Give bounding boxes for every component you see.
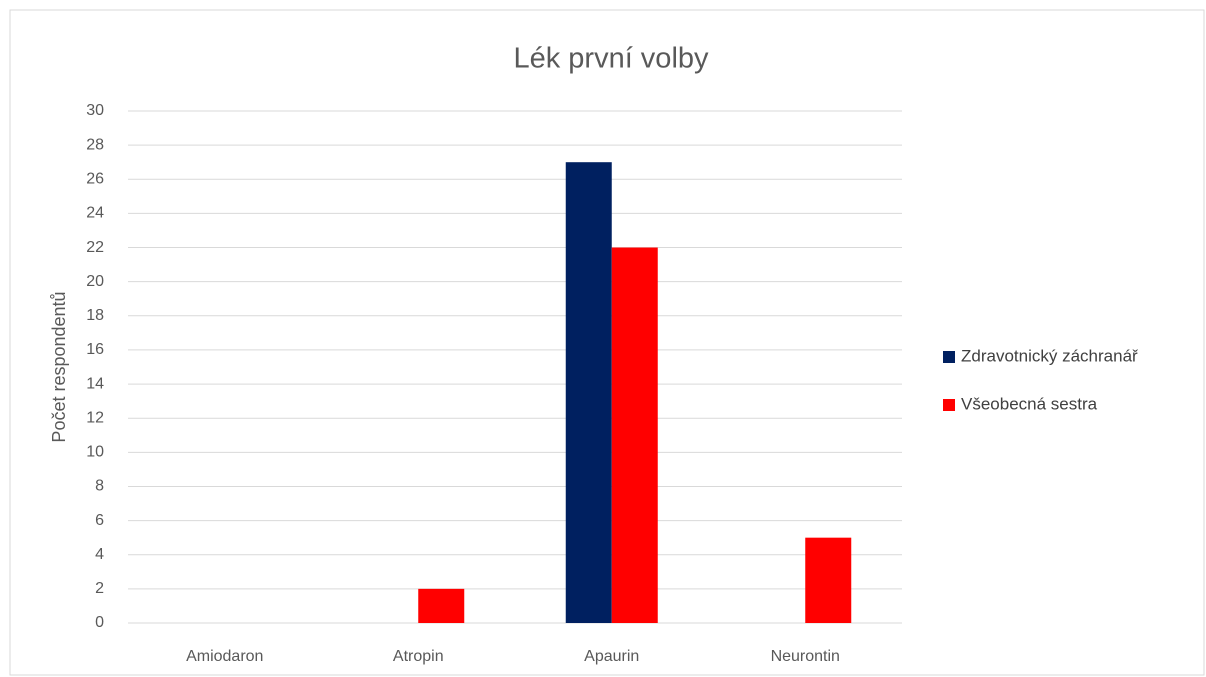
legend-swatch [943, 399, 955, 411]
y-tick-label: 18 [86, 307, 104, 324]
x-tick-label: Atropin [393, 648, 444, 665]
bar [418, 588, 465, 623]
y-tick-label: 4 [95, 546, 104, 563]
y-tick-label: 30 [86, 102, 104, 119]
legend-label: Všeobecná sestra [961, 394, 1098, 413]
legend-label: Zdravotnický záchranář [961, 346, 1138, 365]
y-tick-label: 28 [86, 136, 104, 153]
x-tick-label: Apaurin [584, 648, 639, 665]
y-tick-label: 12 [86, 409, 104, 426]
bar [611, 247, 658, 624]
y-tick-label: 24 [86, 205, 104, 222]
y-axis-title: Počet respondentů [49, 291, 69, 442]
y-tick-label: 6 [95, 512, 104, 529]
x-tick-label: Amiodaron [186, 648, 263, 665]
y-tick-label: 14 [86, 375, 104, 392]
y-tick-label: 22 [86, 239, 104, 256]
chart-title: Lék první volby [513, 43, 709, 75]
x-tick-label: Neurontin [771, 648, 840, 665]
bar [565, 162, 612, 623]
y-tick-label: 8 [95, 478, 104, 495]
y-tick-label: 0 [95, 614, 104, 631]
y-tick-label: 16 [86, 341, 104, 358]
y-tick-label: 26 [86, 170, 104, 187]
y-tick-label: 2 [95, 580, 104, 597]
y-tick-label: 10 [86, 444, 104, 461]
bar [805, 537, 852, 623]
y-tick-label: 20 [86, 273, 104, 290]
legend-swatch [943, 351, 955, 363]
